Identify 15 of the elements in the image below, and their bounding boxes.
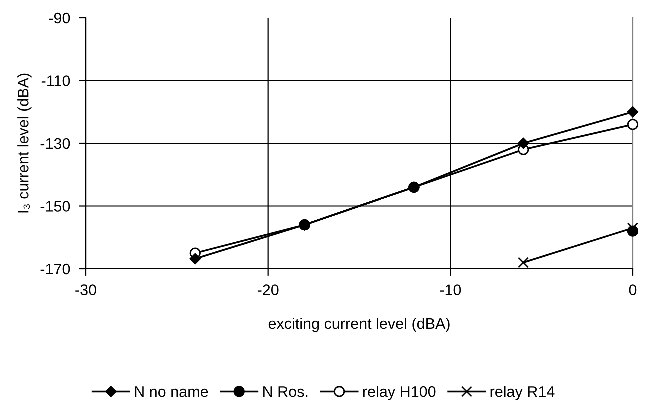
legend-label: relay R14 — [490, 386, 555, 400]
y-tick-label: -90 — [49, 12, 70, 24]
y-tick-label: -130 — [40, 138, 70, 150]
legend-label: relay H100 — [363, 386, 436, 400]
y-axis-title: I₃ current level (dBA) — [18, 74, 32, 213]
x-axis-title: exciting current level (dBA) — [268, 318, 450, 332]
x-tick-label: -10 — [440, 284, 462, 296]
y-tick-label: -110 — [42, 76, 70, 86]
x-tick-label: -20 — [258, 284, 279, 296]
legend-label: N no name — [135, 386, 208, 398]
legend-label: N Ros. — [264, 386, 308, 398]
y-tick-label: -170 — [40, 264, 70, 275]
y-tick-label: -150 — [40, 201, 70, 212]
x-tick-label: 0 — [629, 284, 637, 296]
x-tick-label: -30 — [76, 284, 96, 296]
